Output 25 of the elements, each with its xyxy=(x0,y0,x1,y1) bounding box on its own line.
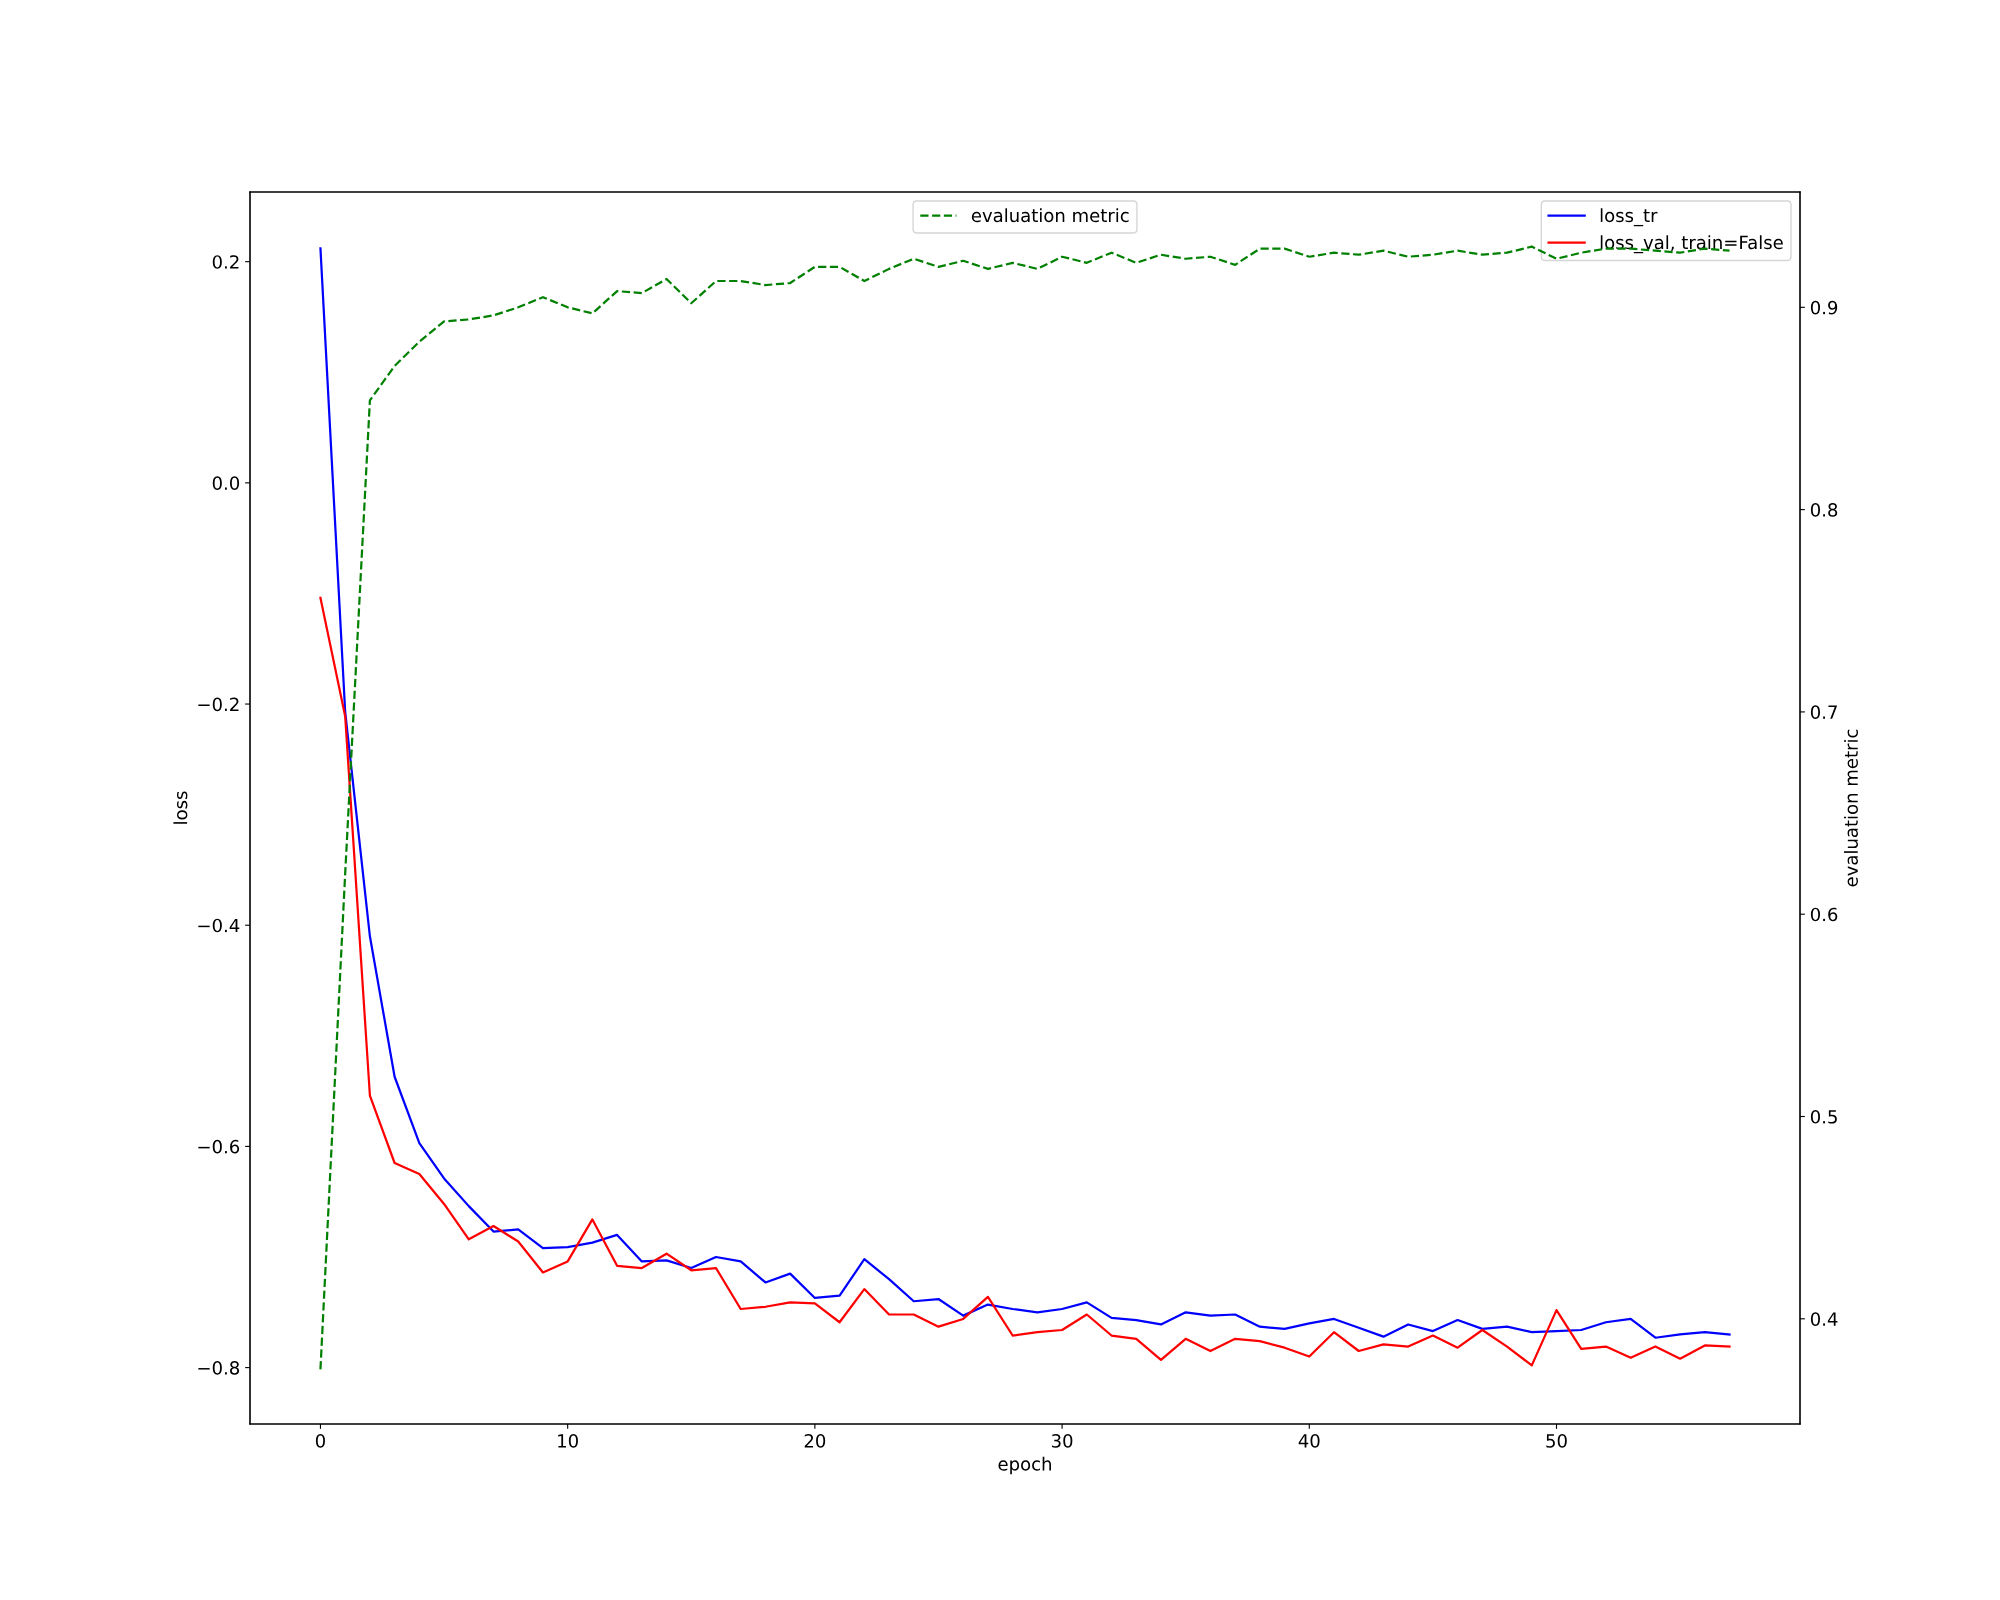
x-tick-label: 50 xyxy=(1546,1434,1567,1448)
x-axis-title: epoch xyxy=(998,1456,1051,1475)
x-tick-label: 20 xyxy=(804,1434,826,1448)
legend-label: loss_val, train=False xyxy=(1600,235,1783,254)
x-tick-label: 30 xyxy=(1051,1434,1073,1448)
y2-tick-label: 0.4 xyxy=(1810,1312,1838,1326)
y-tick-label: 0.2 xyxy=(212,255,239,269)
legend-label: evaluation metric xyxy=(971,208,1129,223)
y2-tick-label: 0.5 xyxy=(1810,1109,1837,1124)
legend-label: loss_tr xyxy=(1600,208,1658,227)
line-series xyxy=(319,596,1731,1367)
y2-tick-label: 0.6 xyxy=(1810,907,1838,922)
y2-tick-label: 0.8 xyxy=(1810,503,1838,517)
x-tick-label: 0 xyxy=(315,1434,325,1448)
y-axis-title: loss xyxy=(173,791,188,824)
y-tick-label: −0.6 xyxy=(198,1139,240,1154)
y2-tick-label: 0.9 xyxy=(1810,300,1838,315)
y-tick-label: −0.2 xyxy=(198,697,239,712)
y-tick-label: −0.8 xyxy=(198,1361,240,1375)
y-tick-label: −0.4 xyxy=(198,918,240,933)
y2-axis-title: evaluation metric xyxy=(1843,729,1858,887)
x-tick-label: 10 xyxy=(558,1434,578,1448)
x-tick-label: 40 xyxy=(1298,1434,1320,1448)
y-tick-label: 0.0 xyxy=(212,476,240,490)
y2-tick-label: 0.7 xyxy=(1810,705,1837,720)
